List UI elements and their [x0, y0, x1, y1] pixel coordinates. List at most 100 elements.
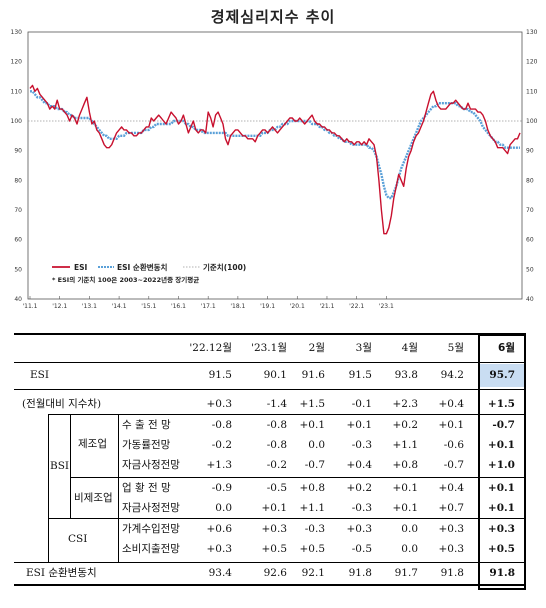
- table-cell: +0.3: [346, 523, 373, 535]
- table-cell: -0.3: [304, 523, 325, 535]
- row-sublabel: 제조업: [78, 438, 107, 450]
- table-bottom-rule: [14, 584, 526, 586]
- table-cell: 92.1: [301, 567, 325, 579]
- table-cell: +1.3: [206, 459, 233, 471]
- row-label: 수 출 전 망: [122, 419, 171, 431]
- y-tick-label-right: 110: [526, 88, 538, 95]
- table-cell: +1.1: [299, 502, 326, 514]
- table-cell: +0.2: [346, 482, 373, 494]
- table-cell: +0.1: [487, 502, 515, 514]
- table-cell: +0.5: [299, 543, 326, 555]
- row-label: ESI 순환변동치: [26, 567, 97, 579]
- table-cell: 91.7: [394, 567, 418, 579]
- table-cell: +0.1: [392, 502, 419, 514]
- y-tick-label-right: 80: [526, 177, 534, 184]
- y-tick-label-right: 40: [526, 296, 534, 303]
- row-sublabel: 비제조업: [74, 492, 113, 504]
- table-cell: 0.0: [401, 523, 418, 535]
- table-cell: -0.8: [266, 419, 287, 431]
- table-diff-rule: [48, 414, 526, 415]
- y-tick-label-right: 100: [526, 118, 538, 125]
- table-cell: +0.1: [261, 502, 288, 514]
- june-column-box: [478, 334, 526, 590]
- row-label: (전월대비 지수차): [22, 398, 102, 410]
- table-cell: -0.3: [351, 502, 372, 514]
- y-axis-left: 130 120 110 100 90 80 70 60 50 40: [11, 29, 23, 303]
- table-cell: 91.5: [348, 369, 372, 381]
- table-cell: 0.0: [308, 439, 325, 451]
- column-header: 6월: [498, 342, 515, 354]
- table-cell: -0.7: [443, 459, 464, 471]
- table-cell: +0.3: [438, 523, 465, 535]
- esi-line-chart: 130 120 110 100 90 80 70 60 50 40 130 120 110 100 90 8…: [11, 29, 538, 310]
- row-label: 소비지출전망: [122, 543, 180, 555]
- row-label: 가동률전망: [122, 439, 171, 451]
- table-cell: +0.4: [438, 482, 465, 494]
- legend-label-esi: ESI: [74, 263, 88, 272]
- table-cell: -0.2: [266, 459, 287, 471]
- y-tick-label-right: 130: [526, 29, 538, 36]
- legend-label-trend: ESI 순환변동치: [117, 262, 168, 272]
- table-cell: -0.8: [266, 439, 287, 451]
- x-tick-label: '22.1: [349, 303, 364, 310]
- series-layer: [29, 84, 521, 235]
- legend-label-baseline: 기준치(100): [203, 262, 246, 272]
- table-bsi-csi-rule: [48, 518, 526, 519]
- column-header: 5월: [447, 342, 464, 354]
- table-cell: +0.3: [206, 543, 233, 555]
- y-tick-label-right: 120: [526, 59, 538, 66]
- table-header-rule: [14, 362, 526, 363]
- table-cell: 93.8: [394, 369, 418, 381]
- table-cell: -0.9: [211, 482, 232, 494]
- table-cell: 95.7: [489, 369, 515, 381]
- table-cell: +1.1: [392, 439, 419, 451]
- table-cell: +0.8: [299, 482, 326, 494]
- x-tick-label: '21.1: [319, 303, 334, 310]
- table-cell: -0.7: [492, 419, 515, 431]
- table-cell: +0.5: [261, 543, 288, 555]
- table-cell: +0.1: [487, 482, 515, 494]
- row-group: CSI: [68, 533, 88, 545]
- row-label: 업 황 전 망: [122, 482, 171, 494]
- x-tick-label: '13.1: [82, 303, 97, 310]
- legend-note: * ESI의 기준치 100은 2003~2022년중 장기평균: [52, 275, 199, 284]
- table-cell: +0.3: [438, 543, 465, 555]
- y-tick-label-right: 50: [526, 266, 534, 273]
- table-cell: 91.8: [348, 567, 372, 579]
- row-label: 가계수입전망: [122, 523, 180, 535]
- y-tick-label-left: 60: [14, 237, 22, 244]
- column-header: 3월: [355, 342, 372, 354]
- y-tick-label-left: 100: [11, 118, 23, 125]
- column-header: '23.1월: [251, 342, 287, 354]
- table-cell: 93.4: [208, 567, 232, 579]
- series-line-esi: [29, 84, 521, 235]
- x-tick-label: '19.1: [260, 303, 275, 310]
- x-tick-label: '14.1: [112, 303, 127, 310]
- y-tick-label-right: 70: [526, 207, 534, 214]
- table-cell: -0.5: [266, 482, 287, 494]
- table-cell: -0.3: [351, 439, 372, 451]
- x-tick-label: '18.1: [230, 303, 245, 310]
- table-group-divider: [48, 414, 49, 562]
- table-cell: +1.5: [487, 398, 515, 410]
- table-cell: -0.5: [351, 543, 372, 555]
- x-tick-label: '16.1: [171, 303, 186, 310]
- table-cell: 91.5: [208, 369, 232, 381]
- x-tick-label: '12.1: [52, 303, 67, 310]
- table-bsi-sub-rule: [70, 477, 526, 478]
- plot-area: [27, 31, 523, 300]
- table-cell: 0.0: [215, 502, 232, 514]
- table-cell: +0.7: [438, 502, 465, 514]
- x-tick-label: '17.1: [201, 303, 216, 310]
- table-cell: -0.8: [211, 419, 232, 431]
- table-top-rule: [14, 333, 526, 335]
- table-cell: -1.4: [266, 398, 287, 410]
- table-cell: -0.6: [443, 439, 464, 451]
- table-cell: +0.3: [487, 523, 515, 535]
- x-tick-label: '11.1: [22, 303, 37, 310]
- y-tick-label-left: 40: [14, 296, 22, 303]
- table-cell: +0.4: [346, 459, 373, 471]
- table-cell: -0.2: [211, 439, 232, 451]
- row-group: BSI: [50, 460, 70, 472]
- row-label: ESI: [30, 369, 50, 381]
